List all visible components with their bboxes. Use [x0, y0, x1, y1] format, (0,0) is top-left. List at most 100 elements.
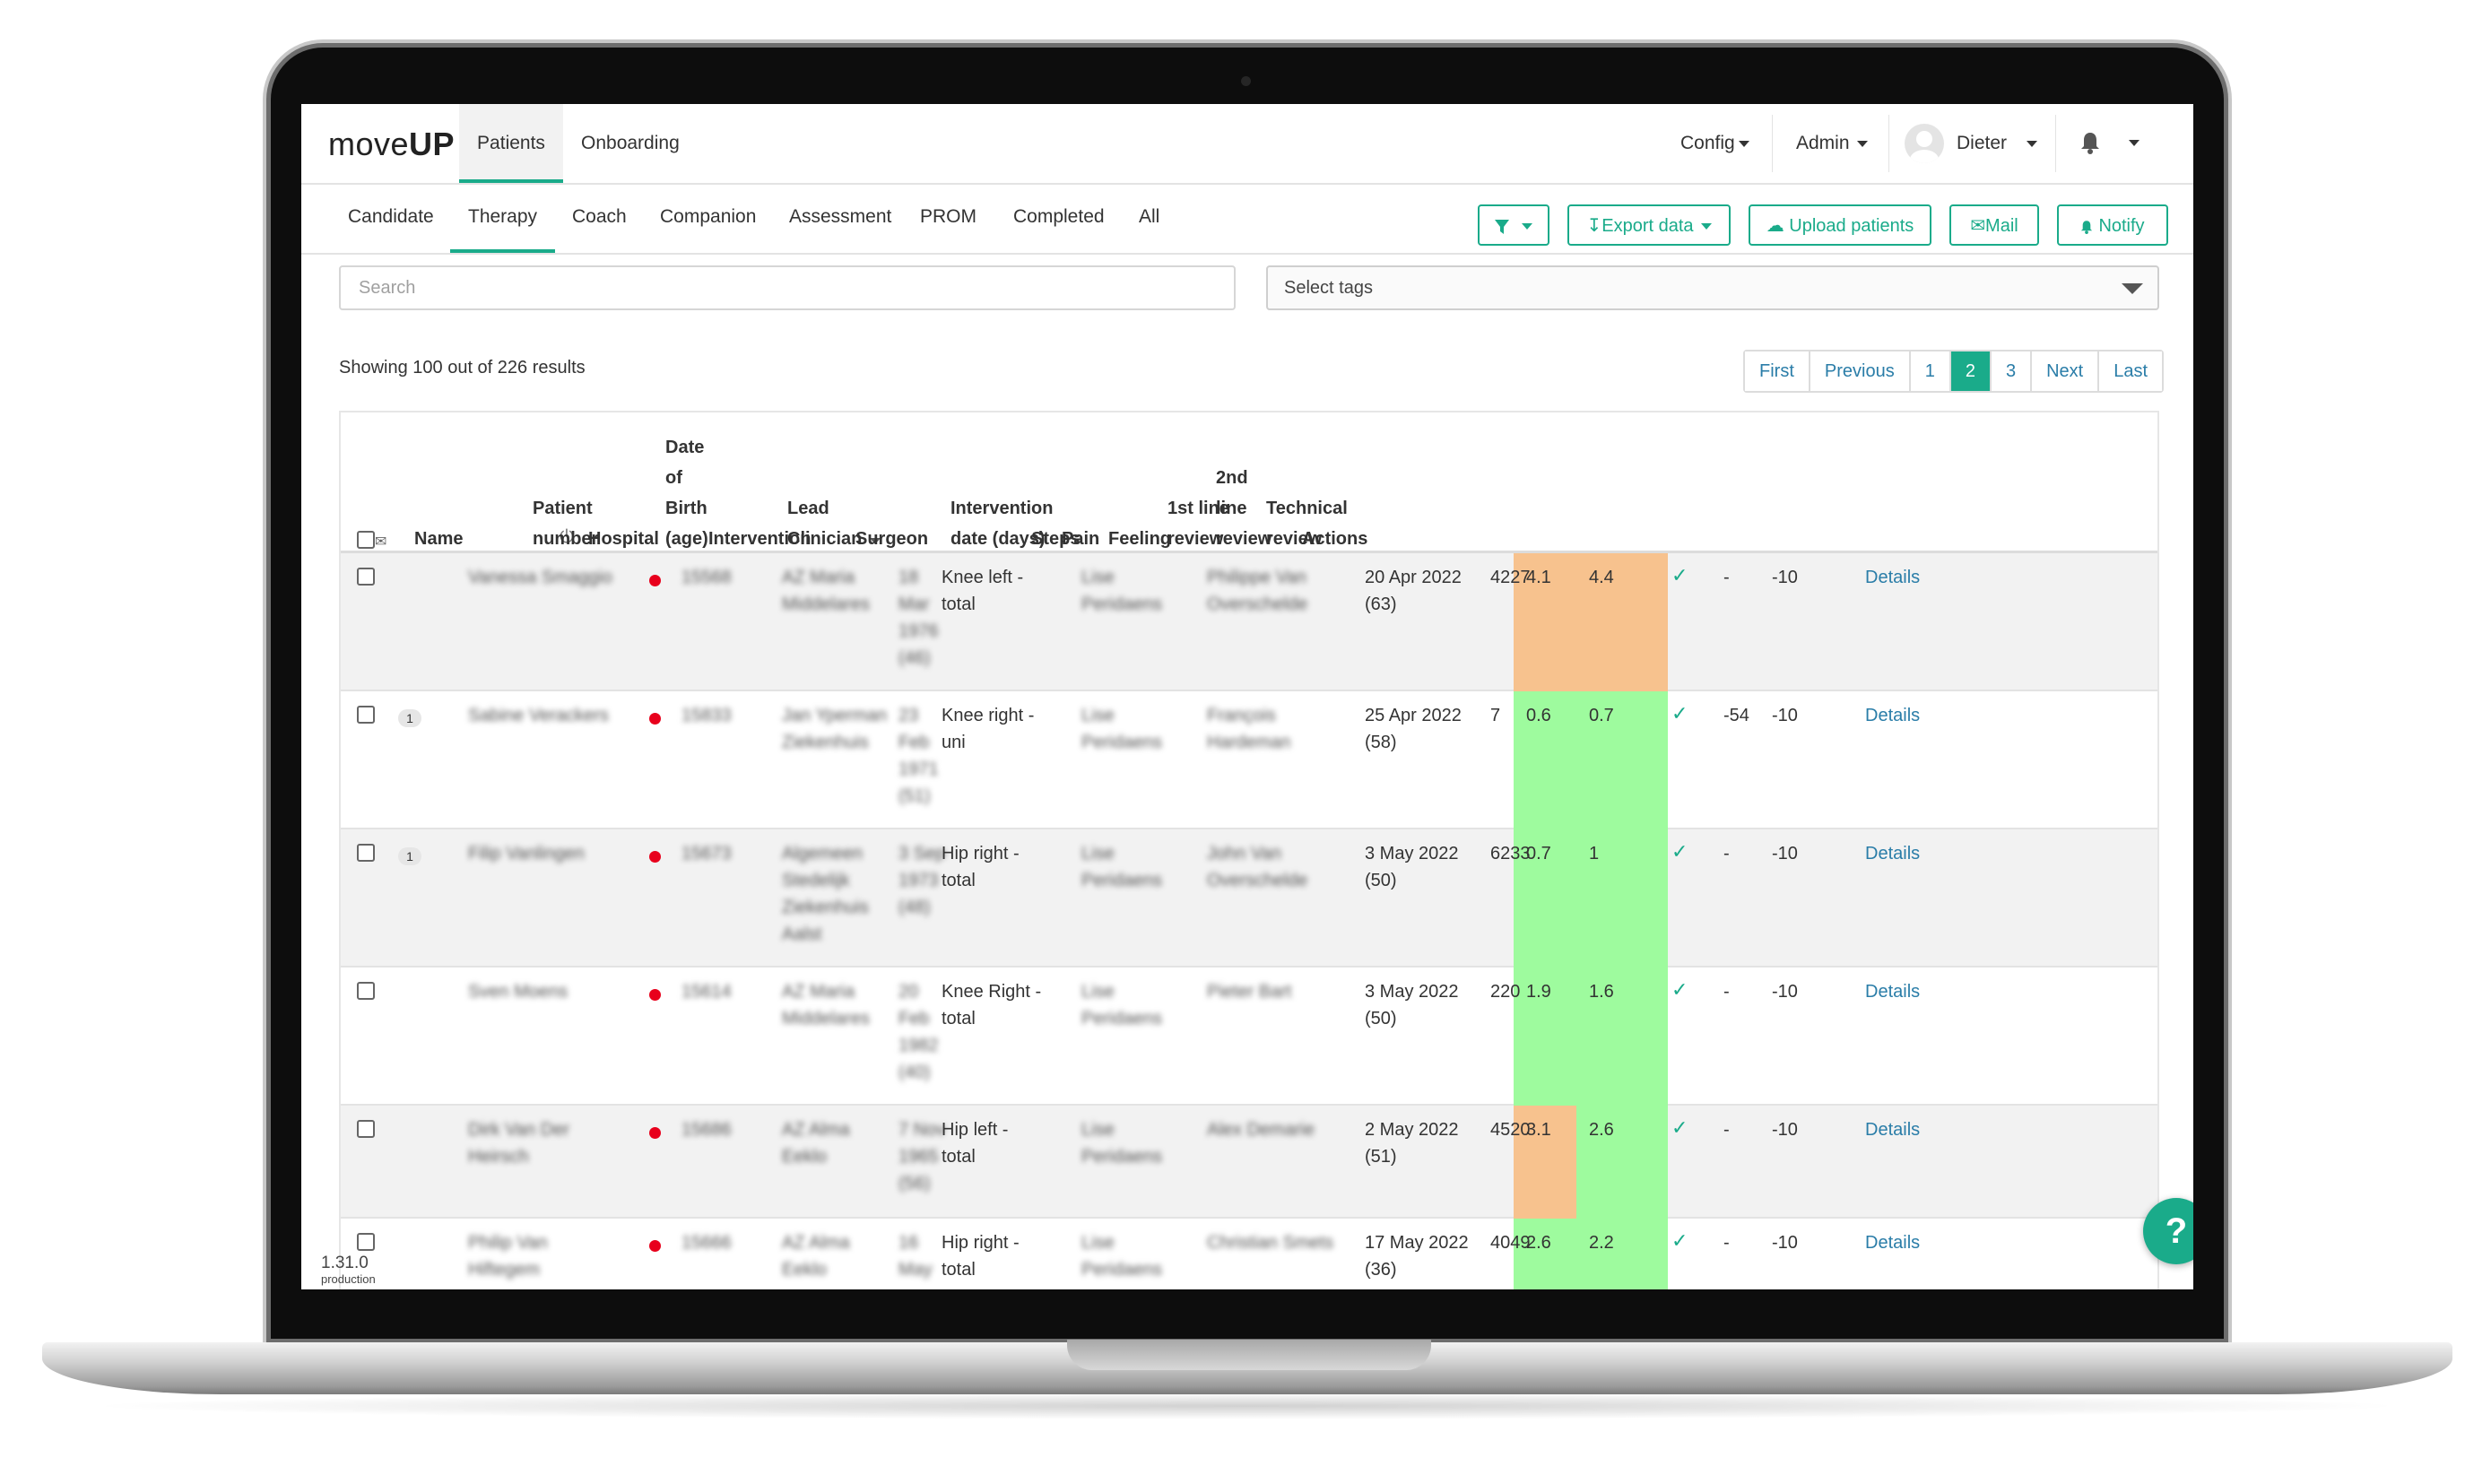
- header-feeling[interactable]: Feeling: [1108, 529, 1172, 549]
- date-of-birth: 23: [898, 706, 919, 725]
- header-second-review[interactable]: review: [1216, 529, 1272, 549]
- header-technical-review[interactable]: review: [1266, 529, 1323, 549]
- table-row[interactable]: 1 Filip Vanlingen 15673 Algemeen Stedelijk Zi…: [341, 829, 2157, 968]
- table-row[interactable]: Philip Van Hiftegem 15666 AZ Alma Eeklo 16 May…: [341, 1219, 2157, 1289]
- header-lead-clinician[interactable]: Lead: [787, 499, 829, 518]
- help-button[interactable]: ?: [2143, 1198, 2193, 1264]
- nav-tab-patients[interactable]: Patients: [459, 104, 563, 183]
- pain-score-cell: [1514, 1106, 1585, 1219]
- details-link[interactable]: Details: [1865, 844, 1921, 863]
- admin-menu[interactable]: Admin: [1796, 104, 1868, 183]
- search-input[interactable]: Search: [339, 265, 1236, 310]
- header-intervention-date[interactable]: Intervention: [950, 499, 1054, 518]
- patient-name[interactable]: Vanessa Smaggio: [468, 568, 612, 587]
- table-row[interactable]: 1 Sabine Verackers 15833 Jan Yperman Ziekenh…: [341, 691, 2157, 829]
- row-checkbox[interactable]: [357, 982, 375, 1000]
- message-count-badge: 1: [398, 847, 421, 865]
- row-checkbox[interactable]: [357, 1120, 375, 1138]
- patient-name[interactable]: Hiftegem: [468, 1260, 541, 1280]
- nav-tab-onboarding[interactable]: Onboarding: [581, 133, 680, 153]
- tab-assessment[interactable]: Assessment: [789, 206, 892, 227]
- header-intervention-date[interactable]: date (days): [950, 529, 1046, 549]
- lead-clinician: Peridaens: [1081, 733, 1163, 752]
- header-name[interactable]: Name: [414, 529, 464, 549]
- header-first-review[interactable]: 1st line: [1167, 499, 1229, 518]
- patient-name[interactable]: Sabine Verackers: [468, 706, 609, 725]
- intervention-date: 17 May 2022: [1365, 1233, 1469, 1253]
- header-patient-number[interactable]: Patient: [533, 499, 593, 518]
- patient-name[interactable]: Sven Moens: [468, 982, 569, 1002]
- page-last[interactable]: Last: [2097, 351, 2163, 391]
- page-next[interactable]: Next: [2030, 351, 2098, 391]
- details-link[interactable]: Details: [1865, 568, 1921, 587]
- header-dob[interactable]: Date: [665, 438, 705, 457]
- header-lead-clinician[interactable]: Clinician: [787, 529, 863, 549]
- header-dob[interactable]: of: [665, 468, 682, 488]
- header-patient-number[interactable]: number: [533, 529, 599, 549]
- details-link[interactable]: Details: [1865, 982, 1921, 1002]
- tab-completed[interactable]: Completed: [1013, 206, 1105, 227]
- patient-name[interactable]: Filip Vanlingen: [468, 844, 585, 863]
- header-second-review[interactable]: line: [1216, 499, 1247, 518]
- table-row[interactable]: Sven Moens 15614 AZ Maria Middelares 20 Feb 19…: [341, 968, 2157, 1106]
- page-3[interactable]: 3: [1989, 351, 2031, 391]
- feeling-value: 1: [1589, 844, 1600, 863]
- select-all-checkbox[interactable]: [357, 531, 375, 549]
- lead-clinician: Lise: [1081, 568, 1115, 587]
- tab-all[interactable]: All: [1139, 206, 1160, 227]
- header-intervention[interactable]: Intervention: [708, 529, 812, 549]
- filter-button[interactable]: [1478, 204, 1549, 246]
- row-checkbox[interactable]: [357, 844, 375, 862]
- config-menu[interactable]: Config: [1680, 104, 1749, 183]
- notify-button[interactable]: Notify: [2057, 204, 2168, 246]
- upload-patients-button[interactable]: ☁ Upload patients: [1749, 204, 1931, 246]
- export-data-button[interactable]: ↧Export data: [1567, 204, 1731, 246]
- details-link[interactable]: Details: [1865, 1120, 1921, 1140]
- page-2[interactable]: 2: [1949, 351, 1990, 391]
- header-surgeon[interactable]: Surgeon: [855, 529, 929, 549]
- header-actions[interactable]: Actions: [1302, 529, 1368, 549]
- avatar[interactable]: [1905, 124, 1944, 163]
- user-menu[interactable]: Dieter: [1957, 104, 2038, 183]
- date-of-birth: 1976: [898, 621, 939, 641]
- details-link[interactable]: Details: [1865, 706, 1921, 725]
- header-steps[interactable]: Steps: [1031, 529, 1081, 549]
- header-hospital[interactable]: Hospital: [588, 529, 659, 549]
- pain-value: 0.7: [1526, 844, 1551, 863]
- page-first[interactable]: First: [1745, 351, 1809, 391]
- intervention-date: 20 Apr 2022: [1365, 568, 1462, 587]
- tab-therapy[interactable]: Therapy: [450, 183, 556, 253]
- table-row[interactable]: Vanessa Smaggio 15568 AZ Maria Middelares 18…: [341, 553, 2157, 691]
- tab-coach[interactable]: Coach: [572, 206, 627, 227]
- patient-name[interactable]: Philip Van: [468, 1233, 548, 1253]
- header-dob[interactable]: (age): [665, 529, 708, 549]
- page-previous[interactable]: Previous: [1808, 351, 1909, 391]
- date-of-birth: 18: [898, 568, 919, 587]
- hospital-name: AZ Alma: [782, 1233, 850, 1253]
- check-icon: ✓: [1671, 1229, 1688, 1252]
- details-link[interactable]: Details: [1865, 1233, 1921, 1253]
- table-row[interactable]: Dirk Van Der Heirsch 15686 AZ Alma Eeklo 7 No…: [341, 1106, 2157, 1219]
- header-dob[interactable]: Birth: [665, 499, 707, 518]
- mail-button[interactable]: ✉Mail: [1949, 204, 2039, 246]
- tab-companion[interactable]: Companion: [660, 206, 757, 227]
- page-1[interactable]: 1: [1908, 351, 1949, 391]
- header-second-review[interactable]: 2nd: [1216, 468, 1248, 488]
- tags-select[interactable]: Select tags: [1266, 265, 2159, 310]
- row-checkbox[interactable]: [357, 1233, 375, 1251]
- tab-prom[interactable]: PROM: [920, 206, 976, 227]
- patient-name[interactable]: Heirsch: [468, 1147, 529, 1167]
- intervention-date: 2 May 2022: [1365, 1120, 1459, 1140]
- row-checkbox[interactable]: [357, 568, 375, 586]
- header-pain[interactable]: Pain: [1062, 529, 1100, 549]
- bell-icon[interactable]: [2080, 131, 2100, 154]
- row-checkbox[interactable]: [357, 706, 375, 724]
- header-first-review[interactable]: review: [1167, 529, 1224, 549]
- patient-name[interactable]: Dirk Van Der: [468, 1120, 569, 1140]
- surgeon-name: Hardeman: [1207, 733, 1291, 752]
- header-technical-review[interactable]: Technical: [1266, 499, 1348, 518]
- app-logo[interactable]: moveUP: [328, 126, 456, 162]
- chevron-down-icon[interactable]: [2129, 140, 2140, 146]
- chevron-down-icon[interactable]: [870, 538, 881, 544]
- tab-candidate[interactable]: Candidate: [348, 206, 434, 227]
